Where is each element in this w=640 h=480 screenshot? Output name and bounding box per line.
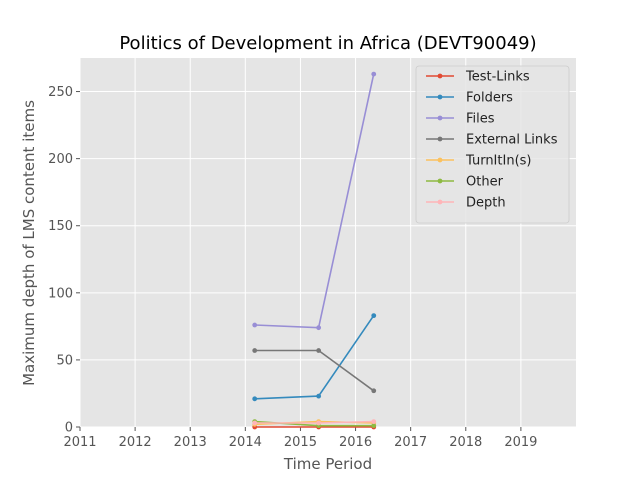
legend-label: Files (466, 112, 495, 127)
y-tick-label: 100 (48, 286, 73, 301)
legend-marker (437, 94, 443, 100)
x-tick-label: 2012 (119, 435, 152, 450)
y-axis-label: Maximum depth of LMS content items (20, 100, 38, 386)
legend: Test-Links Folders Files External Links Turn… (415, 65, 570, 224)
legend-marker (437, 178, 443, 184)
y-tick-label: 150 (48, 219, 73, 234)
data-point (371, 313, 377, 319)
x-tick-label: 2017 (394, 435, 427, 450)
x-tick-label: 2011 (63, 435, 96, 450)
data-point (371, 388, 377, 394)
legend-label: TurnItIn(s) (465, 154, 531, 169)
x-axis-label: Time Period (283, 455, 372, 473)
legend-label: Other (466, 175, 504, 190)
data-point (252, 396, 258, 402)
x-tick-label: 2014 (229, 435, 262, 450)
data-point (316, 393, 322, 399)
y-tick-label: 200 (48, 152, 73, 167)
legend-label: Folders (466, 91, 513, 106)
series-layer (252, 71, 377, 430)
data-point (316, 325, 322, 331)
legend-marker (437, 157, 443, 163)
y-tick-label: 250 (48, 85, 73, 100)
data-point (252, 420, 258, 426)
x-tick-label: 2019 (504, 435, 537, 450)
y-tick-label: 0 (65, 421, 73, 436)
chart-title: Politics of Development in Africa (DEVT9… (119, 33, 536, 54)
legend-box (415, 65, 570, 224)
legend-marker (437, 115, 443, 121)
x-tick-label: 2015 (284, 435, 317, 450)
legend-label: Test-Links (465, 70, 530, 85)
legend-label: External Links (466, 133, 558, 148)
legend-label: Depth (466, 196, 506, 211)
x-tick-label: 2013 (174, 435, 207, 450)
legend-marker (437, 73, 443, 79)
data-point (316, 420, 322, 426)
legend-marker (437, 136, 443, 142)
data-point (371, 423, 377, 429)
data-point (252, 348, 258, 353)
data-point (252, 322, 258, 328)
y-tick-label: 50 (56, 353, 73, 368)
data-point (371, 71, 377, 77)
axes: 2011 2012 2013 2014 2015 2016 2017 2018 2019 0 50 1… (48, 85, 537, 450)
legend-marker (437, 199, 443, 205)
data-point (371, 419, 377, 425)
data-point (316, 348, 322, 353)
x-tick-label: 2016 (339, 435, 372, 450)
x-tick-label: 2018 (449, 435, 482, 450)
